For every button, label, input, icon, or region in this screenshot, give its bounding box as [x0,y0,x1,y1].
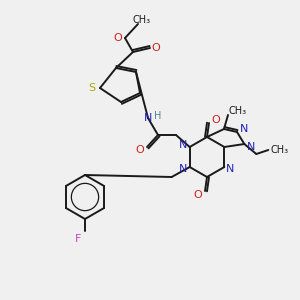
Text: O: O [152,43,160,53]
Text: N: N [178,140,187,150]
Text: CH₃: CH₃ [270,145,288,155]
Text: N: N [178,164,187,174]
Text: N: N [240,124,248,134]
Text: CH₃: CH₃ [229,106,247,116]
Text: N: N [247,142,256,152]
Text: CH₃: CH₃ [133,15,151,25]
Text: N: N [226,164,235,174]
Text: O: O [136,145,144,155]
Text: O: O [114,33,122,43]
Text: S: S [88,83,96,93]
Text: H: H [154,111,162,121]
Text: F: F [75,234,81,244]
Text: O: O [212,115,220,125]
Text: O: O [194,190,202,200]
Text: N: N [144,113,152,123]
